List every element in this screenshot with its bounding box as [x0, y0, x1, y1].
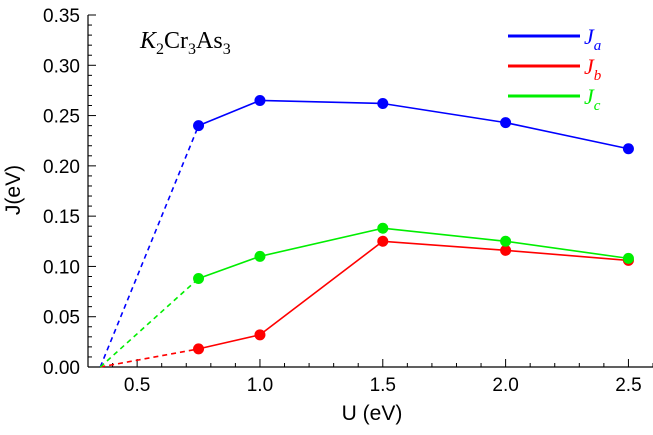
y-tick-label: 0.05 [43, 308, 80, 329]
plot-area [99, 94, 634, 368]
legend-label-J-c: Jc [584, 84, 601, 114]
compound-as-sub: 3 [223, 41, 231, 58]
axis-ticks: 0.5 1.0 1.5 2.0 2.5 0.00 0.05 0.10 0.15 0.20 0.25 0… [43, 6, 653, 396]
y-tick-label: 0.25 [43, 107, 80, 128]
y-tick-label: 0.35 [43, 6, 80, 27]
series-J-a-dashed-extrapolation [99, 125, 200, 368]
compound-cr: Cr [164, 28, 188, 54]
series-J-a-point [500, 117, 512, 129]
compound-k: K [139, 28, 158, 54]
legend-label-subscript: b [594, 68, 602, 84]
series-J-c-point [500, 235, 512, 247]
series-J-a-line [198, 99, 629, 150]
series-J-b-dashed-extrapolation [100, 348, 199, 368]
series-J-a-point [377, 98, 389, 110]
legend-label-J-b: Jb [584, 54, 602, 84]
y-tick-label: 0.00 [43, 358, 80, 379]
y-tick-label: 0.10 [43, 257, 80, 278]
x-tick-label: 1.0 [247, 375, 273, 396]
compound-k-sub: 2 [156, 41, 164, 58]
series-J-b-point [500, 244, 512, 256]
legend-label-subscript: a [594, 38, 602, 54]
x-tick-label: 1.5 [370, 375, 396, 396]
series-J-a-point [254, 94, 266, 106]
compound-cr-sub: 3 [188, 41, 196, 58]
series-J-c-point [254, 250, 266, 262]
x-tick-label: 2.5 [615, 375, 641, 396]
series-J-a-point [193, 120, 205, 132]
x-tick-label: 2.0 [492, 375, 518, 396]
legend-label-main: J [584, 24, 595, 49]
series-J-c-point [622, 252, 634, 264]
y-tick-label: 0.15 [43, 207, 80, 228]
series-J-c-dashed-extrapolation [99, 277, 200, 368]
legend-label-J-a: Ja [584, 24, 601, 54]
series-J-b-point [377, 235, 389, 247]
series-J-b-point [193, 343, 205, 355]
legend-label-main: J [584, 84, 595, 109]
series-J-b-point [254, 329, 266, 341]
x-tick-label: 0.5 [124, 375, 150, 396]
series-J-c-point [377, 222, 389, 234]
y-axis-label: J(eV) [2, 165, 25, 215]
x-axis-label: U (eV) [342, 402, 403, 425]
legend-label-subscript: c [594, 98, 601, 114]
y-tick-label: 0.30 [43, 56, 80, 77]
y-tick-label: 0.20 [43, 157, 80, 178]
series-J-a-point [622, 143, 634, 155]
compound-as: As [196, 28, 223, 54]
compound-label: K2Cr3As3 [139, 28, 231, 58]
series-J-c-point [193, 272, 205, 284]
legend-label-main: J [584, 54, 595, 79]
